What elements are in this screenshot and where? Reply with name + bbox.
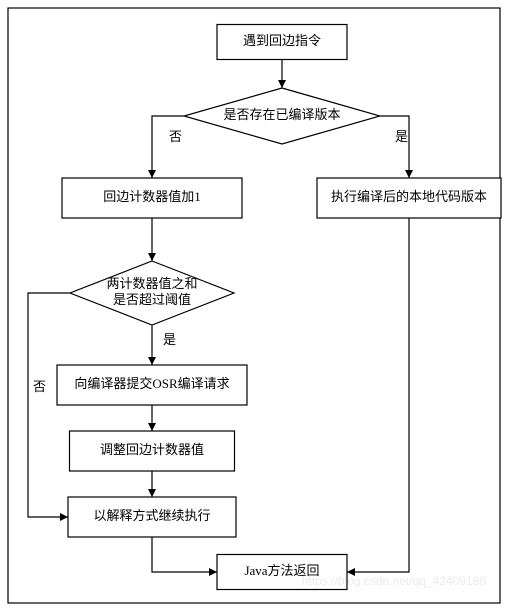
node-label-d1-0: 是否存在已编译版本 [223,107,340,122]
watermark: https://blog.csdn.net/qq_42409188 [302,574,486,588]
edge-label-d1-execComp: 是 [395,129,408,144]
node-start: 遇到回边指令 [217,25,347,60]
edge-interp-ret [152,537,217,572]
node-osr: 向编译器提交OSR编译请求 [57,365,247,405]
edge-label-d2-osr: 是 [163,332,176,347]
node-label-execComp-0: 执行编译后的本地代码版本 [331,189,487,204]
node-label-interp-0: 以解释方式继续执行 [93,508,210,523]
edge-d1-inc [152,116,184,178]
edge-label-d2-interp: 否 [33,379,46,394]
edge-execComp-ret [347,218,409,572]
node-inc: 回边计数器值加1 [62,178,242,218]
node-d2: 两计数器值之和是否超过阈值 [70,261,234,325]
node-label-adj-0: 调整回边计数器值 [100,442,204,457]
node-label-osr-0: 向编译器提交OSR编译请求 [74,376,229,391]
node-execComp: 执行编译后的本地代码版本 [317,178,501,218]
node-adj: 调整回边计数器值 [70,431,235,471]
node-interp: 以解释方式继续执行 [68,497,236,537]
node-label-d2-1: 是否超过阈值 [113,292,191,307]
edge-d1-execComp [380,116,409,178]
node-label-inc-0: 回边计数器值加1 [103,189,201,204]
node-d1: 是否存在已编译版本 [184,88,380,144]
edge-label-d1-inc: 否 [169,129,182,144]
node-label-d2-0: 两计数器值之和 [106,276,197,291]
node-label-start-0: 遇到回边指令 [243,33,321,48]
